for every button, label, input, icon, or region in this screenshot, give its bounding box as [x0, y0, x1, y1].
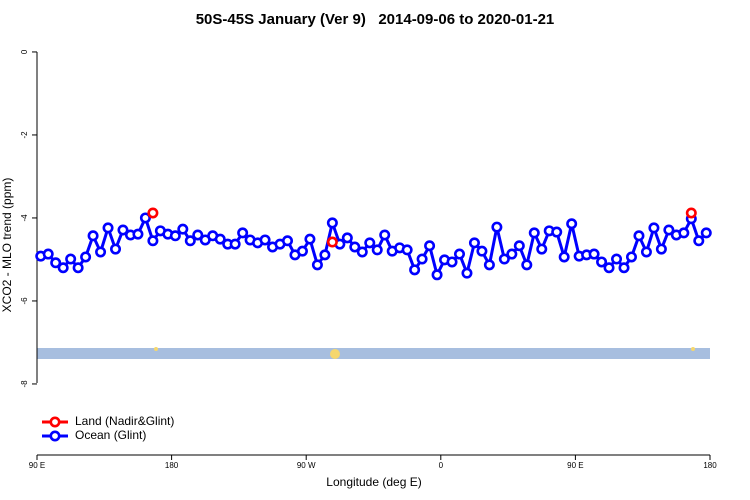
- data-point: [102, 222, 114, 234]
- data-point: [446, 256, 458, 268]
- y-tick-label: -2: [20, 131, 29, 139]
- legend-label: Ocean (Glint): [75, 428, 146, 442]
- data-point: [371, 244, 383, 256]
- data-point: [521, 259, 533, 271]
- data-point: [341, 232, 353, 244]
- y-axis-label: XCO2 - MLO trend (ppm): [0, 178, 14, 313]
- data-point: [147, 207, 159, 219]
- x-tick-label: 90 E: [567, 461, 583, 470]
- data-point: [483, 259, 495, 271]
- x-tick-label: 90 W: [297, 461, 316, 470]
- data-point: [453, 248, 465, 260]
- data-point: [65, 253, 77, 265]
- x-tick-label: 0: [439, 461, 444, 470]
- data-point: [110, 243, 122, 255]
- legend-marker: [49, 416, 61, 428]
- data-point: [536, 243, 548, 255]
- data-point: [476, 245, 488, 257]
- data-point: [611, 253, 623, 265]
- data-point: [678, 227, 690, 239]
- data-point: [237, 227, 249, 239]
- x-axis-label: Longitude (deg E): [326, 475, 421, 489]
- x-tick-label: 90 E: [29, 461, 45, 470]
- data-point: [603, 262, 615, 274]
- data-point: [80, 251, 92, 263]
- data-point: [117, 224, 129, 236]
- data-point: [625, 251, 637, 263]
- data-point: [169, 230, 181, 242]
- data-point: [184, 235, 196, 247]
- data-point: [648, 222, 660, 234]
- data-point: [326, 217, 338, 229]
- data-point: [304, 233, 316, 245]
- data-point: [506, 248, 518, 260]
- data-point: [640, 246, 652, 258]
- data-point: [349, 241, 361, 253]
- data-point: [416, 253, 428, 265]
- data-point: [311, 259, 323, 271]
- y-tick-label: -6: [20, 297, 29, 305]
- data-point: [513, 240, 525, 252]
- y-tick-label: -8: [20, 380, 29, 388]
- x-tick-label: 180: [165, 461, 179, 470]
- legend-marker: [49, 430, 61, 442]
- data-point: [42, 248, 54, 260]
- data-point: [95, 246, 107, 258]
- data-point: [296, 245, 308, 257]
- legend-label: Land (Nadir&Glint): [75, 414, 174, 428]
- x-tick-label: 180: [703, 461, 717, 470]
- data-point: [282, 235, 294, 247]
- data-point: [57, 262, 69, 274]
- data-point: [551, 226, 563, 238]
- data-point: [700, 227, 712, 239]
- data-point: [633, 230, 645, 242]
- y-tick-label: 0: [20, 49, 29, 54]
- band-marker: [154, 347, 158, 351]
- data-point: [139, 212, 151, 224]
- data-point: [491, 221, 503, 233]
- data-point: [685, 207, 697, 219]
- data-point: [528, 227, 540, 239]
- surface-band: [37, 348, 710, 359]
- y-tick-label: -4: [20, 214, 29, 222]
- data-point: [498, 253, 510, 265]
- band-marker: [330, 349, 340, 359]
- data-point: [326, 236, 338, 248]
- data-point: [431, 269, 443, 281]
- data-point: [50, 257, 62, 269]
- data-point: [468, 237, 480, 249]
- data-point: [177, 223, 189, 235]
- data-point: [566, 218, 578, 230]
- data-point: [72, 262, 84, 274]
- data-point: [214, 233, 226, 245]
- data-point: [364, 237, 376, 249]
- data-point: [87, 230, 99, 242]
- data-point: [588, 248, 600, 260]
- data-point: [356, 246, 368, 258]
- band-marker: [691, 347, 695, 351]
- data-point: [409, 264, 421, 276]
- data-point: [192, 229, 204, 241]
- data-point: [229, 238, 241, 250]
- data-point: [461, 267, 473, 279]
- data-point: [424, 240, 436, 252]
- data-point: [319, 249, 331, 261]
- data-point: [401, 244, 413, 256]
- data-point: [596, 256, 608, 268]
- data-point: [693, 235, 705, 247]
- data-point: [655, 243, 667, 255]
- data-point: [132, 228, 144, 240]
- data-point: [558, 251, 570, 263]
- data-point: [663, 224, 675, 236]
- data-point: [259, 234, 271, 246]
- data-point: [379, 229, 391, 241]
- chart-title: 50S-45S January (Ver 9) 2014-09-06 to 20…: [196, 11, 555, 28]
- data-point: [618, 262, 630, 274]
- data-point: [147, 235, 159, 247]
